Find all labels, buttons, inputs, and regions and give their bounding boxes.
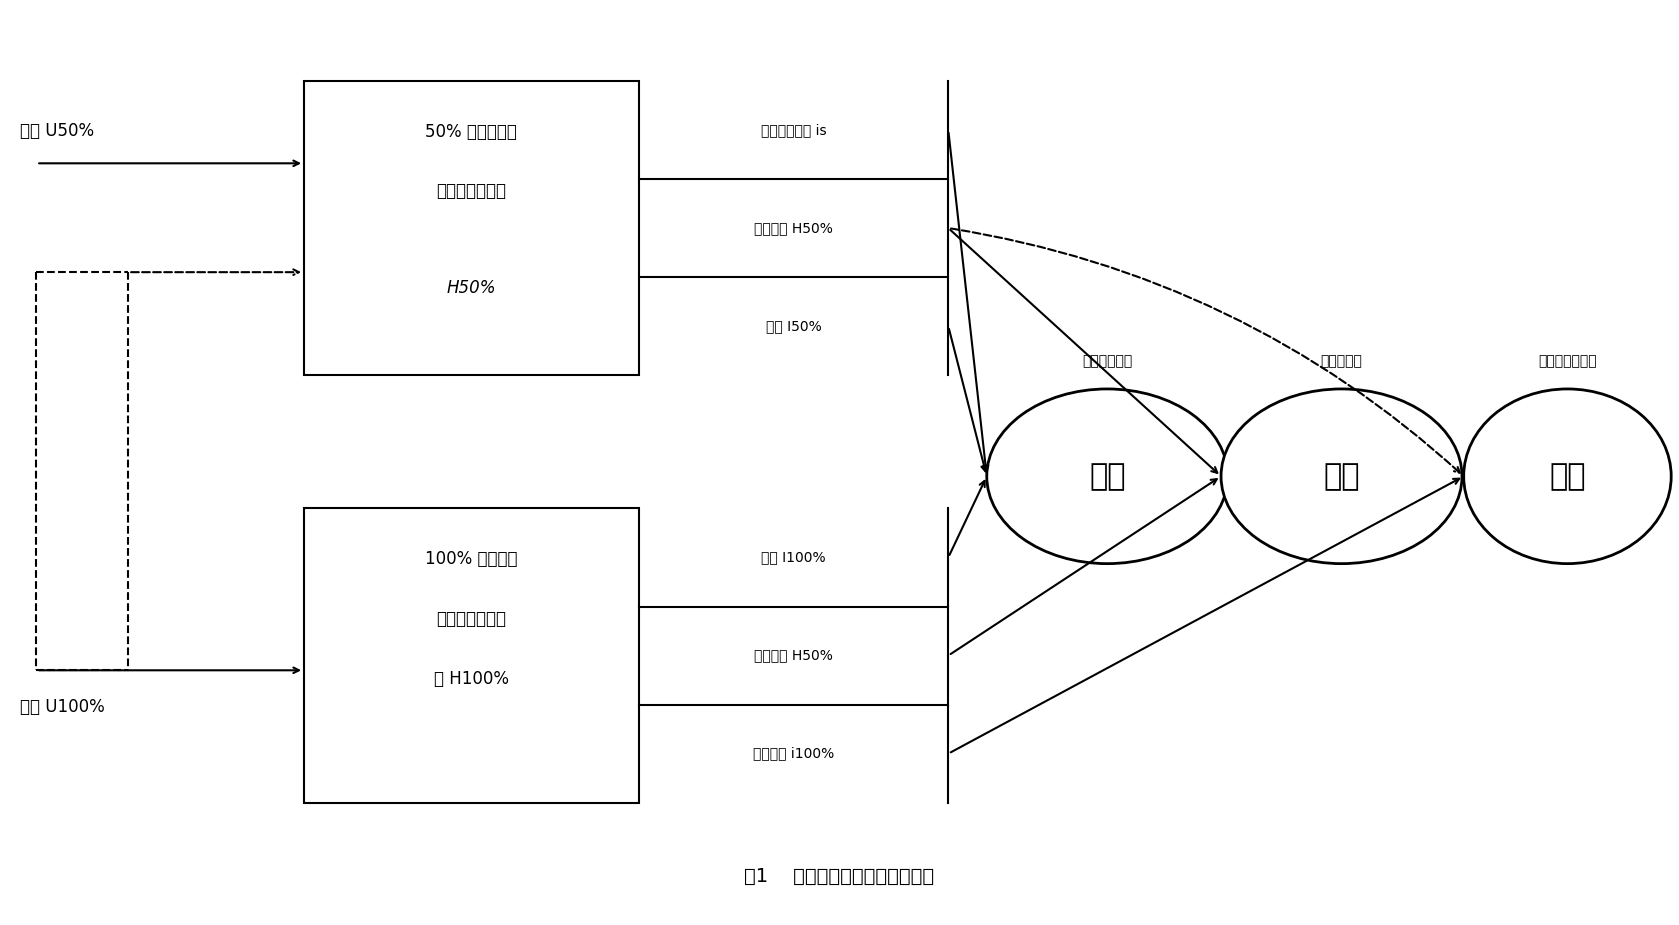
- Text: 下变压器传递函: 下变压器传递函: [437, 610, 507, 628]
- Text: 传递函数 H50%: 传递函数 H50%: [754, 221, 833, 235]
- Text: 电压 U50%: 电压 U50%: [20, 122, 94, 140]
- Text: 比较: 比较: [1090, 462, 1125, 491]
- Text: 传递函数 H50%: 传递函数 H50%: [754, 648, 833, 662]
- Text: 分析: 分析: [1550, 462, 1585, 491]
- Text: 数 H100%: 数 H100%: [433, 670, 509, 687]
- Ellipse shape: [1464, 388, 1671, 563]
- Bar: [304, 509, 638, 803]
- Text: 电流 I100%: 电流 I100%: [761, 550, 826, 564]
- Ellipse shape: [987, 388, 1227, 563]
- Text: 100% 冲击电压: 100% 冲击电压: [425, 550, 517, 568]
- Text: 中性点电流法: 中性点电流法: [1083, 354, 1132, 368]
- Text: 示伤电流 i100%: 示伤电流 i100%: [752, 746, 834, 760]
- Text: 50% 冲击电压下: 50% 冲击电压下: [425, 122, 517, 141]
- Text: 基准示伤电流 is: 基准示伤电流 is: [761, 123, 826, 137]
- Text: 电压 U100%: 电压 U100%: [20, 698, 104, 716]
- Ellipse shape: [1221, 388, 1462, 563]
- Text: 联合时频分析法: 联合时频分析法: [1538, 354, 1597, 368]
- Text: H50%: H50%: [447, 278, 495, 297]
- Text: 图1    三种故障诊断方法实现框图: 图1 三种故障诊断方法实现框图: [744, 867, 935, 886]
- Text: 传递函数法: 传递函数法: [1321, 354, 1362, 368]
- Bar: [304, 80, 638, 376]
- Text: 比较: 比较: [1323, 462, 1360, 491]
- Text: 电流 I50%: 电流 I50%: [766, 319, 821, 333]
- Text: 变压器传递函数: 变压器传递函数: [437, 182, 507, 201]
